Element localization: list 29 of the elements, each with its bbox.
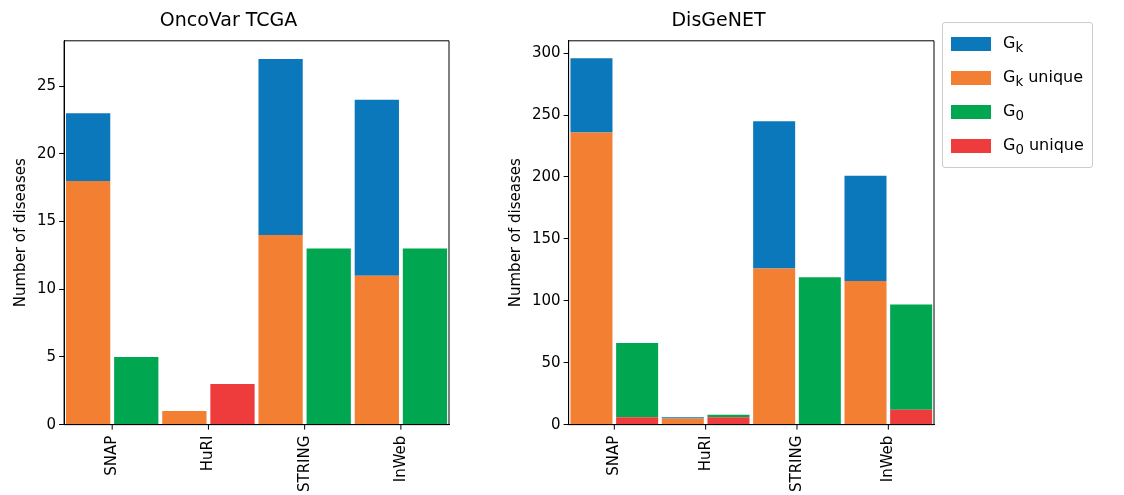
legend-label: G$_{k}$: [1003, 32, 1024, 56]
y-tick-label: 0: [46, 414, 57, 433]
x-tick-label: HuRI: [198, 435, 217, 472]
x-tick-label: HuRI: [695, 435, 714, 472]
x-tick-label: InWeb: [878, 435, 897, 483]
y-tick-label: 250: [531, 104, 561, 123]
x-tick-label: STRING: [786, 435, 805, 492]
y-axis-title: Number of diseases: [10, 158, 29, 308]
x-tick-label: SNAP: [102, 435, 121, 476]
y-tick-label: 10: [36, 279, 57, 298]
x-tick-label: STRING: [294, 435, 313, 492]
y-tick-label: 50: [541, 352, 561, 371]
y-tick-label: 300: [531, 43, 561, 62]
chart-title: DisGeNET: [671, 8, 766, 31]
y-tick-label: 20: [36, 143, 57, 162]
y-tick-label: 0: [551, 414, 561, 433]
y-tick-label: 150: [531, 228, 561, 247]
legend-label: G$_{k}$ unique: [1003, 66, 1084, 90]
x-tick-label: SNAP: [604, 435, 623, 476]
chart-title: OncoVar TCGA: [159, 8, 298, 31]
y-tick-label: 100: [531, 290, 561, 309]
y-tick-label: 15: [36, 211, 57, 230]
y-tick-label: 25: [36, 76, 57, 95]
y-tick-label: 5: [46, 346, 57, 365]
legend-label: G$_{0}$ unique: [1003, 134, 1084, 158]
y-axis-title: Number of diseases: [505, 158, 524, 308]
x-tick-label: InWeb: [390, 435, 409, 483]
y-tick-label: 200: [531, 166, 561, 185]
legend-label: G$_{0}$: [1003, 100, 1024, 124]
